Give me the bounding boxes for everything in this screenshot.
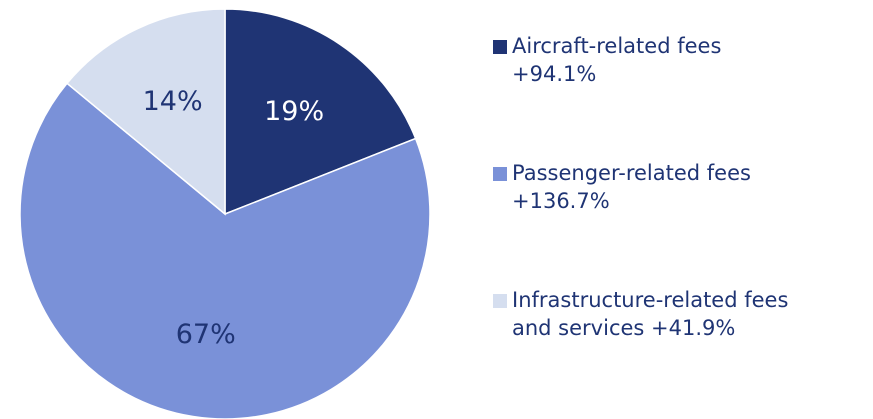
legend-swatch [493,167,507,181]
legend-label: and services +41.9% [512,316,735,340]
slice-label: 67% [176,319,236,350]
legend-label: +94.1% [512,62,596,86]
legend-label: Passenger-related fees [512,161,751,185]
legend-swatch [493,40,507,54]
pie-slice [19,82,431,419]
legend-label: Infrastructure-related fees [512,288,788,312]
slice-label: 19% [264,96,324,127]
legend-label: Aircraft-related fees [512,34,721,58]
legend-swatch [493,294,507,308]
legend-label: +136.7% [512,189,610,213]
slice-label: 14% [143,86,203,117]
pie-slice [65,8,226,216]
pie-slice [224,8,417,216]
